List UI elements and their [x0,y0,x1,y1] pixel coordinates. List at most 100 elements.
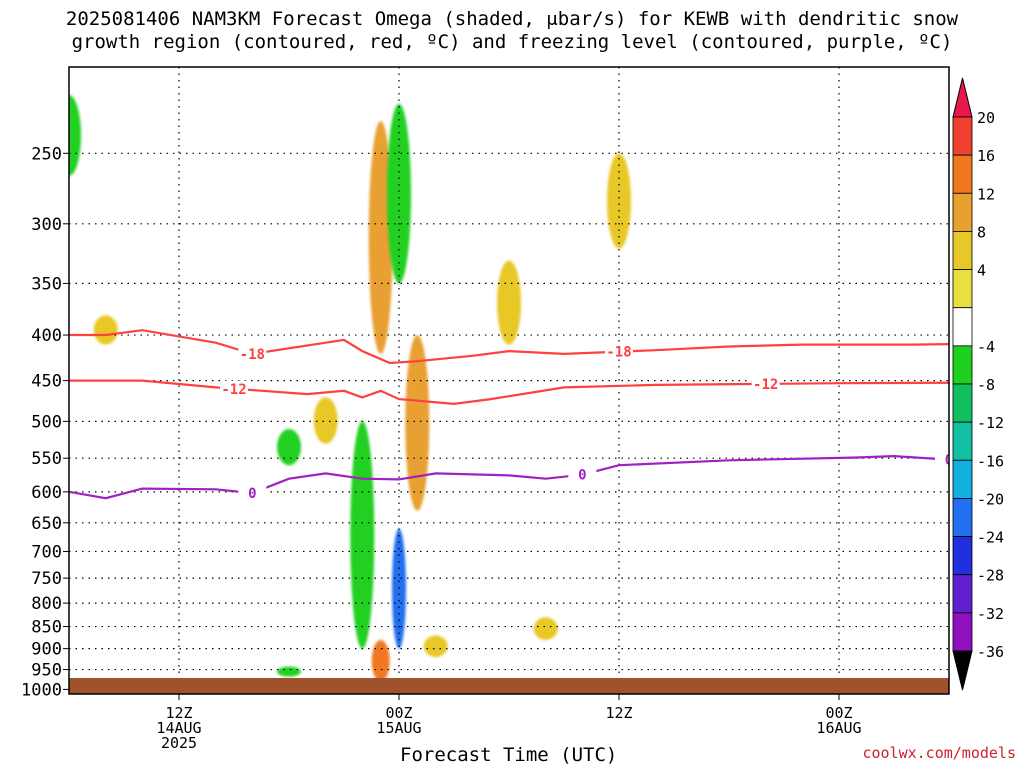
y-tick-label-250: 250 [31,144,62,164]
chart-title-line-1: 2025081406 NAM3KM Forecast Omega (shaded… [65,8,959,30]
x-tick-label-1-1: 15AUG [376,719,421,737]
contour-label-bg-0-2 [935,451,949,467]
colorbar-segment-6 [952,345,973,385]
colorbar-segment-2 [952,192,973,232]
omega-area-14 [93,315,118,345]
contour-label--12-0: -12 [221,382,246,398]
omega-shading [69,95,631,682]
y-tick-label-650: 650 [31,514,62,534]
omega-area-4 [387,103,411,284]
omega-area-15 [313,397,338,444]
colorbar-segment-13 [952,612,973,652]
colorbar-segment-4 [952,269,973,309]
colorbar-label-8: 8 [977,223,986,241]
omega-area-12 [69,95,81,176]
omega-area-16 [277,429,301,466]
colorbar-label--32: -32 [977,605,1004,623]
colorbar-segment-5 [952,307,973,347]
y-tick-label-700: 700 [31,542,62,562]
x-tick-label-3-0: 00Z [825,704,852,722]
contour-label-bg--18-0 [238,345,267,361]
y-tick-label-450: 450 [31,372,62,392]
contour-label-bg--18-2 [1008,335,1024,350]
y-tick-label-500: 500 [31,412,62,432]
credit-text: coolwx.com/models [862,744,1016,762]
y-tick-label-750: 750 [31,569,62,589]
colorbar-segment-7 [952,383,973,423]
terrain-surface [69,678,949,694]
colorbar-segment-0 [952,116,973,156]
colorbar-label--8: -8 [977,376,995,394]
contour-label--12-2: -12 [991,376,1016,392]
omega-area-9 [497,260,521,345]
colorbar-label-4: 4 [977,262,986,280]
omega-area-7 [371,640,390,682]
contour-label-bg--12-1 [751,375,780,391]
colorbar-label-20: 20 [977,109,995,127]
y-tick-label-300: 300 [31,215,62,235]
colorbar-segment-1 [952,154,973,194]
omega-area-3 [405,335,430,511]
contour-label-0-2: 0 [945,453,953,469]
colorbar-label--36: -36 [977,643,1004,661]
contour-label--18-1: -18 [606,345,631,361]
contour-label--12-1: -12 [753,377,778,393]
y-axis: 2503003504004505005506006507007508008509… [21,144,69,700]
omega-area-1 [368,121,393,354]
y-tick-label-600: 600 [31,483,62,503]
colorbar-segment-3 [952,231,973,270]
contour-line--12 [69,379,949,406]
contour-label--18-2: -18 [1010,336,1024,352]
contour-label-bg-0-0 [238,485,267,501]
colorbar-label--28: -28 [977,567,1004,585]
colorbar-label--16: -16 [977,452,1004,470]
y-tick-label-400: 400 [31,326,62,346]
y-tick-label-800: 800 [31,594,62,614]
chart-title-line-2: growth region (contoured, red, ºC) and f… [71,31,953,53]
colorbar-label--24: -24 [977,529,1004,547]
colorbar-label-12: 12 [977,185,995,203]
colorbar-segment-11 [952,536,973,576]
x-tick-label-2-0: 12Z [605,704,632,722]
contour-line--18 [69,329,949,365]
omega-area-17 [423,635,448,658]
x-tick-label-1-0: 00Z [385,704,412,722]
contour-label-0-1: 0 [578,468,586,484]
omega-area-10 [533,617,558,640]
omega-area-6 [392,528,406,649]
x-axis-title: Forecast Time (UTC) [400,744,618,766]
y-tick-label-550: 550 [31,449,62,469]
temperature-contours: -18 -18 -18 -12 -12 -12 0 0 0 [69,329,1024,502]
contour-line-0 [69,454,949,500]
x-axis: 12Z14AUG202500Z15AUG12Z00Z16AUG12Z [156,694,862,752]
colorbar-top-arrow [952,77,973,118]
omega-area-5 [350,421,375,649]
colorbar-segment-9 [952,459,973,499]
colorbar: 20 16 12 8 4 -4 -8 -12 -16 -20 -24 -28 -32 -36 [952,77,1004,691]
colorbar-segment-8 [952,421,973,461]
colorbar-bottom-arrow [952,650,973,691]
colorbar-label--20: -20 [977,490,1004,508]
x-tick-label-0-1: 14AUG [156,719,201,737]
contour-label-0-0: 0 [248,486,256,502]
x-tick-label-0-2: 2025 [161,734,197,752]
contour-label-bg--18-1 [605,343,633,359]
omega-area-8 [607,153,631,249]
contour-label-bg-0-1 [568,466,597,482]
x-tick-label-0-0: 12Z [165,704,192,722]
x-tick-label-3-1: 16AUG [816,719,861,737]
colorbar-label-16: 16 [977,147,995,165]
y-tick-label-350: 350 [31,274,62,294]
contour-label-bg--12-0 [220,380,248,396]
omega-area-13 [277,666,301,677]
y-tick-label-950: 950 [31,661,62,681]
colorbar-label--12: -12 [977,414,1004,432]
colorbar-label--4: -4 [977,338,995,356]
colorbar-segment-12 [952,574,973,614]
grid-lines [69,67,949,694]
y-tick-label-850: 850 [31,618,62,638]
y-tick-label-900: 900 [31,640,62,660]
contour-label--18-0: -18 [240,347,265,363]
colorbar-segment-10 [952,498,973,537]
